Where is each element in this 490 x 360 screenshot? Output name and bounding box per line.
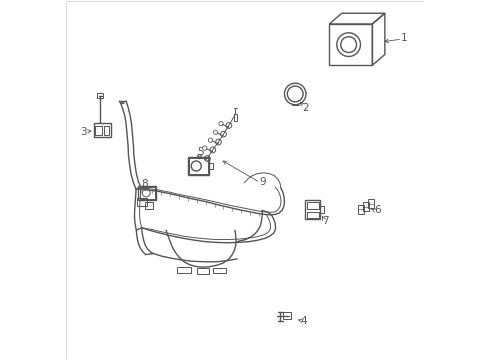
Bar [307, 212, 319, 218]
Bar [94, 123, 111, 137]
Text: 8: 8 [141, 179, 148, 189]
Bar [209, 163, 213, 170]
Bar [329, 24, 372, 65]
Bar [368, 199, 374, 208]
Text: 5: 5 [197, 147, 203, 157]
Bar [234, 114, 237, 121]
Bar [283, 312, 291, 319]
Text: 4: 4 [301, 316, 308, 325]
Bar [177, 267, 191, 273]
Text: 2: 2 [303, 103, 309, 113]
Bar [104, 126, 109, 135]
Bar [140, 187, 155, 199]
Text: 3: 3 [80, 127, 87, 136]
Bar [97, 93, 103, 98]
Text: 7: 7 [322, 216, 329, 226]
Text: 9: 9 [259, 177, 266, 187]
Bar [188, 157, 209, 175]
Bar [95, 126, 102, 135]
Bar [189, 158, 208, 174]
Bar [213, 268, 226, 273]
Text: 1: 1 [401, 33, 408, 43]
Bar [358, 205, 365, 214]
Bar [139, 186, 156, 200]
Bar [320, 206, 324, 213]
Bar [307, 202, 319, 209]
Bar [146, 202, 153, 209]
Bar [363, 202, 369, 211]
Bar [305, 200, 320, 220]
Text: 6: 6 [374, 206, 381, 216]
Bar [196, 268, 209, 274]
Bar [137, 198, 147, 206]
